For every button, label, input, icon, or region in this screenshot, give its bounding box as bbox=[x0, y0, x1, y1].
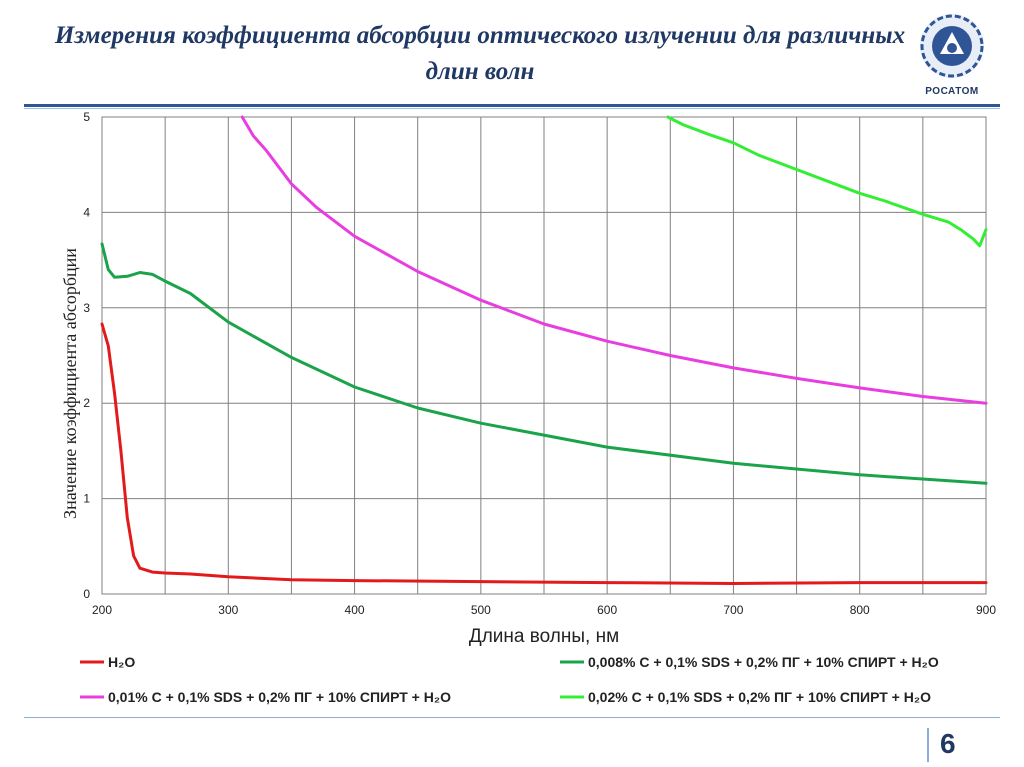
x-tick-label: 200 bbox=[92, 603, 112, 617]
x-tick-label: 900 bbox=[976, 603, 996, 617]
x-tick-label: 400 bbox=[345, 603, 365, 617]
plot-frame bbox=[101, 116, 987, 595]
rosatom-logo: РОСАТОМ bbox=[912, 8, 992, 104]
footer-rule bbox=[24, 717, 1000, 718]
slide-title: Измерения коэффициента абсорбции оптичес… bbox=[54, 22, 906, 85]
x-tick-label: 700 bbox=[723, 603, 743, 617]
y-axis-label: Значение коэффициента абсорбции bbox=[60, 248, 80, 519]
y-tick-label: 5 bbox=[83, 110, 90, 124]
chart-ticks: 200 300 400 500 600 700 800 900 0 1 2 3 4 5 bbox=[83, 110, 996, 617]
legend-label-4: 0,02% C + 0,1% SDS + 0,2% ПГ + 10% СПИРТ… bbox=[588, 689, 931, 705]
chart-series bbox=[100, 115, 988, 585]
x-tick-label: 600 bbox=[597, 603, 617, 617]
rosatom-emblem-icon bbox=[920, 14, 984, 78]
series-line-1 bbox=[100, 322, 988, 585]
logo-text: РОСАТОМ bbox=[925, 86, 979, 97]
legend-label-3: 0,01% C + 0,1% SDS + 0,2% ПГ + 10% СПИРТ… bbox=[108, 689, 451, 705]
y-tick-label: 1 bbox=[83, 492, 90, 506]
x-axis-label: Длина волны, нм bbox=[469, 626, 619, 647]
y-tick-label: 0 bbox=[83, 587, 90, 601]
legend-label-2: 0,008% C + 0,1% SDS + 0,2% ПГ + 10% СПИР… bbox=[588, 654, 939, 670]
series-line-3 bbox=[240, 115, 988, 405]
x-tick-label: 800 bbox=[850, 603, 870, 617]
header-rule-thin bbox=[24, 108, 1000, 109]
legend-label-1: H₂O bbox=[108, 654, 135, 670]
page-number: 6 bbox=[940, 728, 956, 759]
chart-legend: H₂O 0,008% C + 0,1% SDS + 0,2% ПГ + 10% С… bbox=[80, 654, 939, 705]
x-tick-label: 300 bbox=[218, 603, 238, 617]
page-number-separator bbox=[927, 728, 929, 762]
x-tick-label: 500 bbox=[471, 603, 491, 617]
header-rule bbox=[24, 104, 1000, 107]
y-tick-label: 3 bbox=[83, 301, 90, 315]
y-tick-label: 2 bbox=[83, 396, 90, 410]
chart-axes bbox=[101, 116, 987, 595]
chart-grid bbox=[101, 116, 987, 595]
series-line-2 bbox=[100, 242, 988, 485]
series-line-4 bbox=[666, 115, 988, 248]
y-tick-label: 4 bbox=[83, 205, 90, 219]
